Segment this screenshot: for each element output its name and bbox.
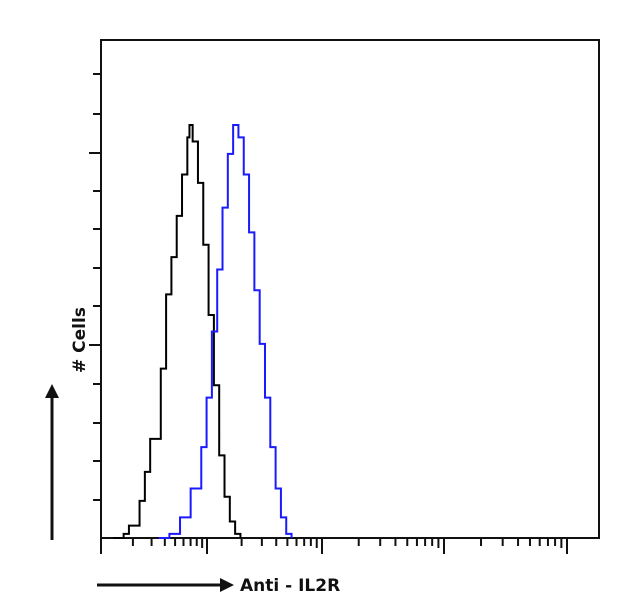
control-histogram	[113, 124, 242, 539]
il2r-histogram	[158, 124, 293, 539]
x-axis-label: Anti - IL2R	[240, 576, 341, 596]
y-arrow-head-icon	[45, 384, 59, 398]
x-arrow-head-icon	[220, 578, 234, 592]
y-axis-label: # Cells	[70, 307, 90, 373]
plot-frame	[100, 39, 600, 539]
